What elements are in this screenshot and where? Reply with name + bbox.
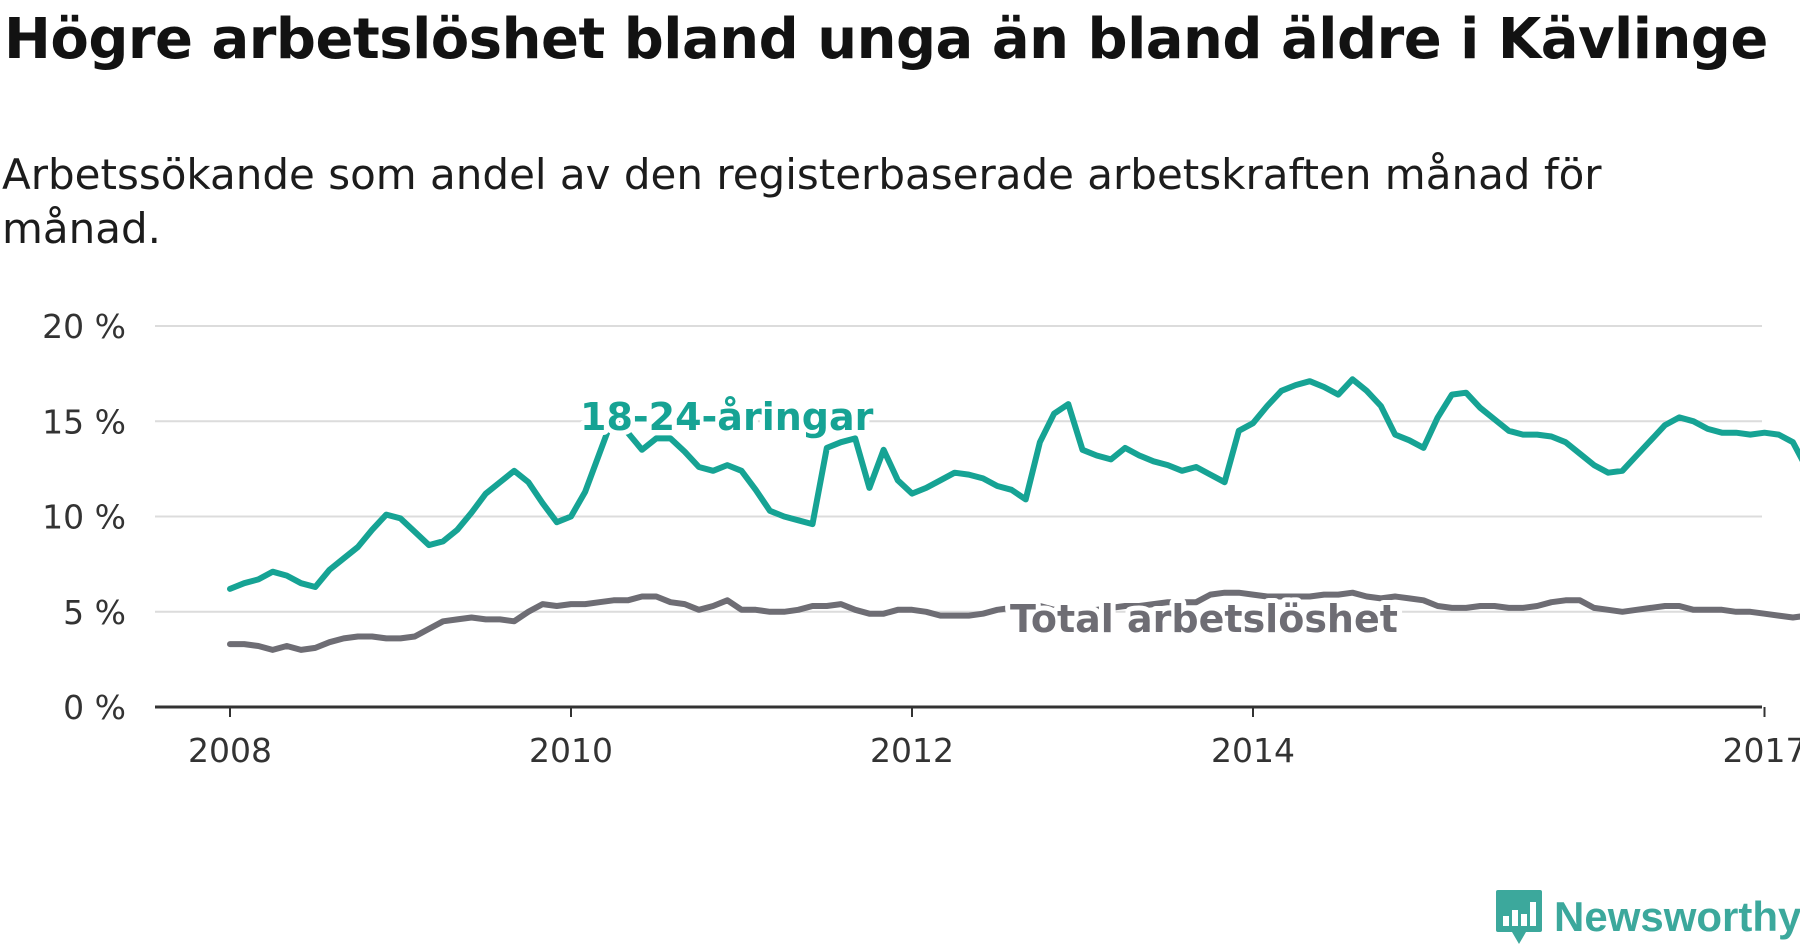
- gridlines: [155, 325, 1762, 613]
- newsworthy-logo: Newsworthy: [1494, 888, 1800, 946]
- series-line-1: [227, 589, 1800, 653]
- brand-name: Newsworthy: [1554, 893, 1800, 940]
- x-tick-label: 2010: [529, 731, 613, 770]
- x-tick-label: 2012: [870, 731, 954, 770]
- y-tick-label: 5 %: [63, 593, 126, 632]
- chart-title: Högre arbetslöshet bland unga än bland ä…: [4, 7, 1768, 72]
- y-tick-label: 15 %: [42, 402, 126, 441]
- series-name-label-1: Total arbetslöshet: [1010, 597, 1398, 641]
- y-tick-label: 0 %: [63, 688, 126, 727]
- chart-subtitle: Arbetssökande som andel av den registerb…: [2, 150, 1602, 253]
- x-tick-label: 2014: [1211, 731, 1295, 770]
- x-axis: 200820102012201420172019202120232025: [155, 705, 1800, 770]
- x-tick-label: 2008: [188, 731, 272, 770]
- series-lines: [227, 376, 1800, 653]
- series-line-0: [227, 376, 1800, 592]
- y-tick-label: 10 %: [42, 498, 126, 537]
- series-name-label-0: 18-24-åringar: [580, 395, 874, 439]
- x-tick-label: 2017: [1723, 731, 1800, 770]
- y-axis-tick-labels: 0 % 5 % 10 % 15 % 20 %: [42, 307, 126, 727]
- y-tick-label: 20 %: [42, 307, 126, 346]
- newsworthy-logo-icon: [1496, 890, 1542, 944]
